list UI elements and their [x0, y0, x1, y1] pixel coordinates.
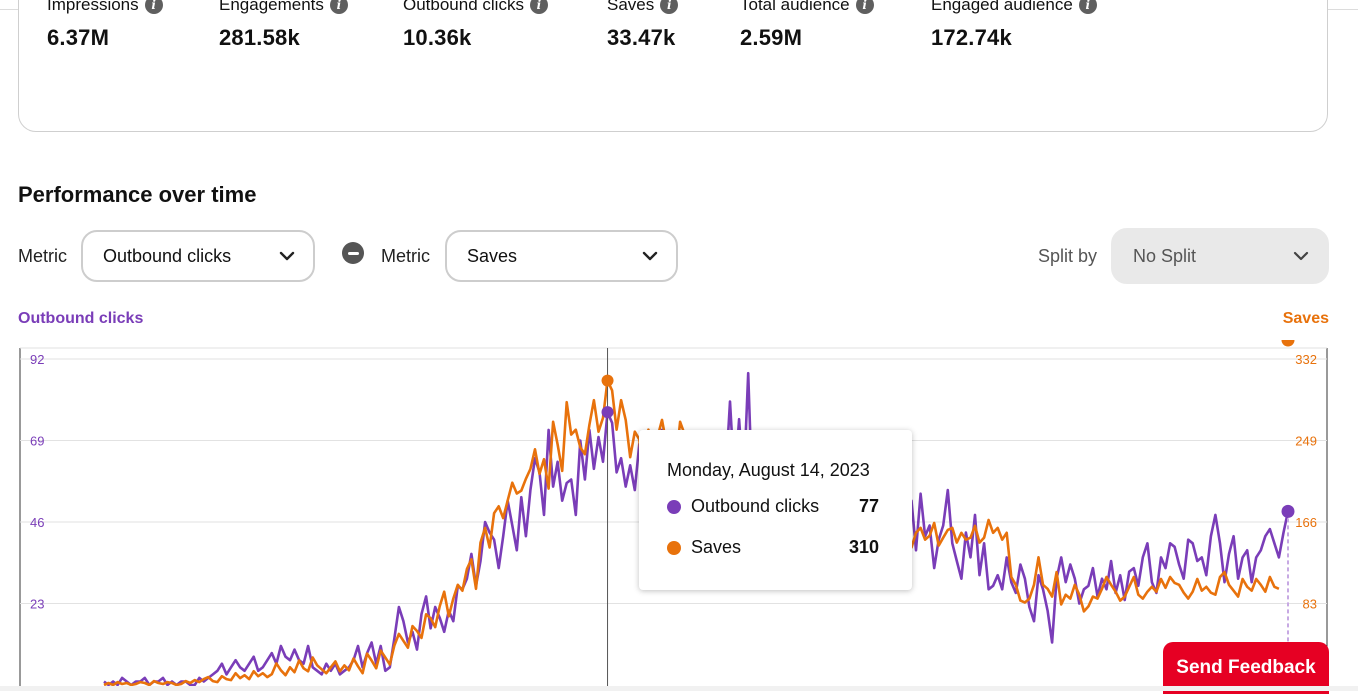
chevron-down-icon	[279, 251, 295, 261]
send-feedback-button[interactable]: Send Feedback	[1163, 642, 1329, 694]
right-tick-label: 249	[1295, 434, 1317, 449]
info-icon[interactable]: i	[1078, 0, 1097, 14]
stat-value: 2.59M	[740, 25, 803, 50]
right-axis-title: Saves	[1282, 310, 1329, 327]
bottom-scroll-edge	[0, 686, 1358, 691]
minus-icon	[347, 251, 359, 255]
stat-label: Total audience	[740, 0, 850, 14]
stat-label: Engagements	[219, 0, 324, 14]
stat-outbound-clicks: Outbound clicks i 10.36k	[403, 0, 548, 51]
right-tick-label: 332	[1295, 352, 1317, 367]
right-tick-label: 83	[1303, 597, 1317, 612]
section-title: Performance over time	[18, 182, 257, 207]
tooltip-row-outbound: Outbound clicks 77	[667, 496, 879, 517]
saves-legend-dot	[667, 540, 681, 555]
outbound-hover-marker	[601, 406, 614, 419]
metric-1-value: Outbound clicks	[103, 245, 232, 266]
tooltip-series-name: Outbound clicks	[691, 496, 820, 516]
stat-label: Engaged audience	[931, 0, 1073, 14]
split-by-select[interactable]: No Split	[1111, 228, 1329, 284]
info-icon[interactable]: i	[529, 0, 548, 14]
stat-value: 6.37M	[47, 25, 110, 50]
chevron-down-icon	[1293, 251, 1309, 261]
info-icon[interactable]: i	[144, 0, 163, 14]
saves-hover-marker	[601, 374, 614, 387]
tooltip-series-value: 77	[858, 496, 879, 516]
stat-value: 281.58k	[219, 25, 300, 50]
tooltip-series-name: Saves	[691, 537, 742, 557]
tooltip-date: Monday, August 14, 2023	[667, 460, 870, 480]
split-by-value: No Split	[1133, 245, 1197, 266]
left-axis-title: Outbound clicks	[18, 310, 144, 327]
stat-label: Impressions	[47, 0, 139, 14]
info-icon[interactable]: i	[329, 0, 348, 14]
metric-2-select[interactable]: Saves	[445, 230, 678, 282]
metric-label: Metric	[18, 246, 67, 266]
stat-label: Saves	[607, 0, 655, 14]
stat-value: 172.74k	[931, 25, 1012, 50]
chart-tooltip: Monday, August 14, 2023 Outbound clicks …	[639, 430, 912, 590]
left-tick-label: 46	[30, 515, 44, 530]
saves-last-marker	[1281, 340, 1295, 347]
outbound-legend-dot	[667, 499, 681, 514]
left-tick-label: 92	[30, 352, 44, 367]
tooltip-row-saves: Saves 310	[667, 537, 879, 558]
chevron-down-icon	[642, 251, 658, 261]
stat-label: Outbound clicks	[403, 0, 524, 14]
metric-label: Metric	[381, 246, 430, 266]
outbound-last-marker	[1281, 504, 1295, 518]
left-tick-label: 23	[30, 597, 44, 612]
metric-1-select[interactable]: Outbound clicks	[81, 230, 315, 282]
left-tick-label: 69	[30, 434, 44, 449]
summary-stats-card: Impressions i 6.37M Engagements i 281.58k …	[18, 0, 1328, 132]
stat-engaged-audience: Engaged audience i 172.74k	[931, 0, 1097, 51]
remove-metric-button[interactable]	[342, 242, 364, 264]
stat-engagements: Engagements i 281.58k	[219, 0, 348, 51]
stat-impressions: Impressions i 6.37M	[47, 0, 163, 51]
stat-total-audience: Total audience i 2.59M	[740, 0, 874, 51]
stat-value: 10.36k	[403, 25, 472, 50]
info-icon[interactable]: i	[855, 0, 874, 14]
tooltip-series-value: 310	[848, 537, 879, 557]
stat-value: 33.47k	[607, 25, 676, 50]
metric-2-value: Saves	[467, 245, 518, 266]
right-tick-label: 166	[1295, 515, 1317, 530]
info-icon[interactable]: i	[660, 0, 679, 14]
split-by-label: Split by	[1038, 246, 1098, 266]
stat-saves: Saves i 33.47k	[607, 0, 679, 51]
